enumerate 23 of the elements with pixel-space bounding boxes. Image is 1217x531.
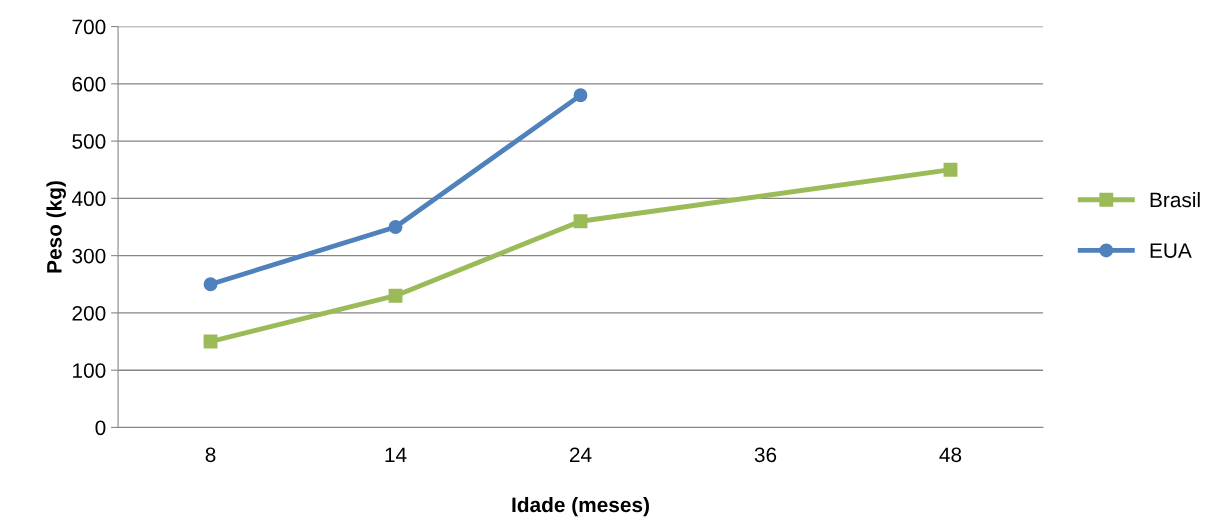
y-tick-label: 200	[72, 305, 106, 321]
y-tick-label: 600	[72, 76, 106, 92]
x-axis-title: Idade (meses)	[512, 496, 649, 517]
point	[573, 88, 588, 103]
y-tick-label: 0	[95, 420, 106, 436]
point	[203, 277, 218, 292]
x-tick-label: 8	[205, 447, 216, 463]
x-tick-label: 36	[754, 447, 777, 463]
point	[388, 288, 403, 303]
x-tick-label: 24	[569, 447, 592, 462]
legend-label: Brasil	[1150, 191, 1200, 208]
x-tick-label: 14	[385, 447, 407, 462]
point	[388, 220, 403, 234]
point	[943, 162, 958, 177]
y-tick-label: 100	[73, 363, 106, 378]
y-tick-label: 700	[72, 19, 106, 35]
point	[573, 214, 588, 229]
y-axis-title: Peso (kg)	[46, 181, 66, 273]
x-tick-label: 48	[939, 447, 962, 463]
y-tick-label: 500	[72, 134, 106, 149]
y-tick-label: 300	[72, 248, 106, 264]
legend-label: EUA	[1150, 243, 1192, 258]
y-tick-label: 400	[71, 191, 106, 207]
